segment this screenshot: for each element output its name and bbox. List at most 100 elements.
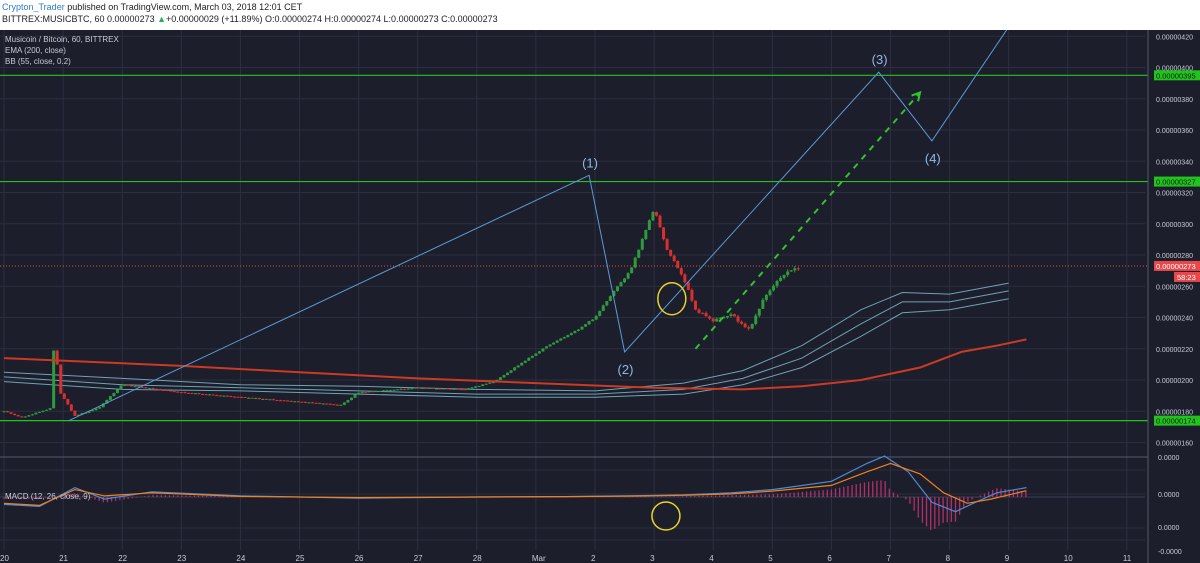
candle-body bbox=[534, 353, 538, 356]
macd-tick-label: 0.0000 bbox=[1158, 525, 1180, 532]
projection-arrow bbox=[694, 90, 922, 350]
bb-upper-line bbox=[3, 282, 1009, 392]
candle-body bbox=[686, 282, 690, 290]
bollinger-bands bbox=[3, 282, 1009, 398]
candle-body bbox=[701, 312, 705, 314]
candle-body bbox=[101, 403, 105, 408]
candle-body bbox=[218, 395, 222, 397]
candle-body bbox=[509, 370, 513, 373]
candle-body bbox=[215, 395, 219, 397]
candle-body bbox=[541, 348, 545, 352]
candle-body bbox=[559, 338, 563, 341]
candle-body bbox=[757, 308, 761, 316]
y-tick-label: 0.00000340 bbox=[1156, 159, 1193, 166]
candle-body bbox=[754, 315, 758, 325]
y-tick-label: 0.00000400 bbox=[1156, 66, 1193, 73]
candle-body bbox=[502, 375, 506, 378]
candle-body bbox=[232, 396, 236, 398]
candle-body bbox=[169, 390, 173, 392]
candle-body bbox=[513, 367, 517, 371]
candle-body bbox=[158, 389, 162, 391]
candle-body bbox=[647, 220, 651, 230]
current-price-label: 0.00000273 bbox=[1156, 262, 1196, 271]
candle-body bbox=[353, 394, 357, 398]
candle-body bbox=[796, 268, 800, 270]
x-tick-label: 27 bbox=[414, 554, 423, 563]
candle-body bbox=[389, 390, 393, 392]
candle-body bbox=[506, 372, 510, 376]
candle-body bbox=[154, 388, 158, 390]
candle-body bbox=[254, 398, 258, 400]
candle-body bbox=[367, 391, 371, 393]
candle-body bbox=[69, 404, 73, 411]
candle-body bbox=[303, 401, 307, 403]
signal-line bbox=[3, 462, 1027, 507]
candle-body bbox=[665, 239, 669, 250]
candle-body bbox=[328, 403, 332, 405]
candle-body bbox=[743, 323, 747, 328]
candle-body bbox=[573, 330, 577, 334]
candle-body bbox=[162, 389, 166, 391]
y-tick-label: 0.00000220 bbox=[1156, 347, 1193, 354]
candle-body bbox=[37, 411, 41, 413]
candle-body bbox=[552, 342, 556, 345]
candle-body bbox=[108, 396, 112, 400]
candle-body bbox=[424, 387, 428, 389]
x-tick-label: 5 bbox=[768, 554, 773, 563]
axes: 0.00000420 0.00000400 0.00000380 0.00000360… bbox=[0, 30, 1200, 563]
candle-body bbox=[16, 415, 20, 417]
projection-arrowhead bbox=[911, 90, 922, 102]
x-tick-label: Mar bbox=[532, 554, 546, 563]
candle-body bbox=[445, 388, 449, 390]
wave-label: (4) bbox=[925, 151, 941, 166]
candle-body bbox=[669, 249, 673, 256]
candle-body bbox=[350, 397, 354, 401]
candle-body bbox=[548, 344, 552, 347]
candle-body bbox=[300, 401, 304, 403]
candle-body bbox=[286, 400, 290, 402]
legend: Musicoin / Bitcoin, 60, BITTREX EMA (200… bbox=[5, 35, 119, 501]
candle-body bbox=[357, 392, 361, 395]
candle-body bbox=[779, 277, 783, 281]
candle-body bbox=[615, 286, 619, 291]
candle-body bbox=[94, 408, 98, 411]
x-tick-label: 4 bbox=[709, 554, 714, 563]
candle-body bbox=[275, 399, 279, 401]
candle-body bbox=[314, 402, 318, 404]
candle-body bbox=[119, 385, 123, 390]
candle-body bbox=[261, 398, 265, 400]
wave-label: (3) bbox=[872, 52, 888, 67]
candle-body bbox=[704, 312, 708, 317]
price-chart[interactable]: 0.00000395 0.00000327 0.00000174 0.00000273… bbox=[0, 30, 1200, 563]
candle-body bbox=[520, 362, 524, 366]
y-tick-label: 0.00000160 bbox=[1156, 441, 1193, 448]
y-tick-label: 0.00000360 bbox=[1156, 128, 1193, 135]
candle-body bbox=[793, 268, 797, 271]
candle-body bbox=[644, 229, 648, 239]
candle-body bbox=[151, 388, 155, 390]
candle-body bbox=[420, 387, 424, 389]
candle-body bbox=[282, 400, 286, 402]
candle-body bbox=[410, 388, 414, 390]
candle-body bbox=[481, 384, 485, 387]
candle-body bbox=[576, 329, 580, 331]
candle-body bbox=[594, 315, 598, 320]
level-price-label: 0.00000327 bbox=[1156, 178, 1196, 187]
candle-body bbox=[438, 388, 442, 390]
candle-body bbox=[52, 350, 56, 409]
candle-body bbox=[62, 393, 66, 399]
candle-body bbox=[296, 401, 300, 403]
candle-body bbox=[651, 212, 655, 221]
highlight-circle bbox=[657, 282, 687, 316]
candle-body bbox=[562, 337, 566, 339]
candle-body bbox=[381, 390, 385, 392]
candle-body bbox=[637, 249, 641, 258]
publish-header: Crypton_Trader published on TradingView.… bbox=[0, 0, 1200, 30]
author-link[interactable]: Crypton_Trader bbox=[2, 2, 65, 12]
candle-body bbox=[530, 355, 534, 358]
candle-body bbox=[140, 386, 144, 388]
candle-body bbox=[566, 335, 570, 338]
candle-body bbox=[537, 351, 541, 354]
candle-body bbox=[403, 388, 407, 390]
candle-body bbox=[176, 391, 180, 393]
